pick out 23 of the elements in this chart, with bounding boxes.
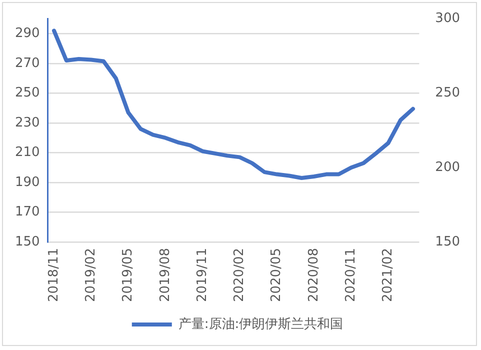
x-tick-label: 2018/11: [46, 248, 62, 302]
y-tick-label: 210: [14, 145, 40, 160]
y-tick-label: 290: [14, 26, 40, 42]
x-tick-label: 2019/02: [84, 248, 99, 302]
x-tick-label: 2019/05: [120, 248, 136, 302]
y-tick-label: 170: [14, 204, 40, 220]
y-tick-label: 150: [14, 234, 40, 250]
y2-tick-label: 200: [435, 160, 460, 175]
y2-tick-label: 250: [435, 86, 460, 101]
y2-tick-label: 300: [435, 11, 460, 26]
x-tick-label: 2019/11: [194, 248, 210, 302]
y2-tick-label: 150: [435, 234, 460, 250]
x-tick-label: 2021/02: [380, 248, 396, 302]
x-tick-label: 2020/08: [306, 248, 322, 302]
y-tick-label: 250: [14, 86, 40, 101]
x-tick-label: 2020/11: [343, 248, 358, 302]
y-tick-label: 190: [14, 174, 40, 190]
y-tick-label: 270: [14, 56, 40, 71]
legend-label: 产量:原油:伊朗伊斯兰共和国: [178, 316, 344, 332]
x-tick-label: 2020/05: [269, 248, 284, 302]
y-tick-label: 230: [14, 115, 40, 130]
x-tick-label: 2019/08: [158, 248, 173, 302]
x-tick-label: 2020/02: [232, 248, 248, 302]
